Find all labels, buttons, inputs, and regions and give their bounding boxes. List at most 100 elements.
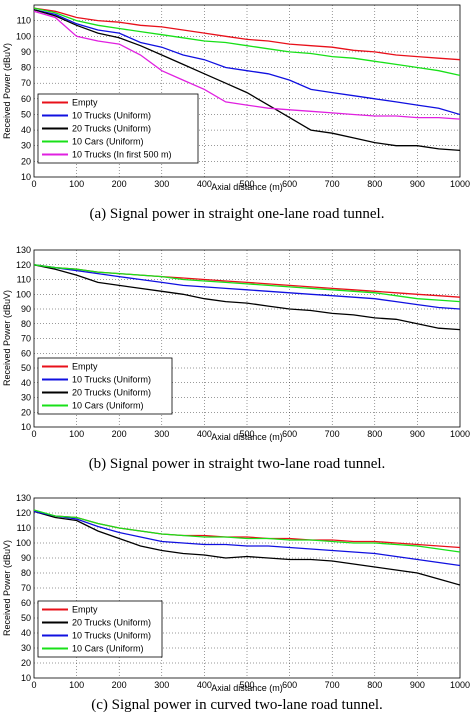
x-tick-label: 0 bbox=[31, 179, 36, 189]
y-tick-label: 130 bbox=[16, 245, 31, 255]
legend-entry: 20 Trucks (Uniform) bbox=[72, 124, 151, 134]
series-group bbox=[34, 7, 460, 152]
y-tick-label: 60 bbox=[21, 598, 31, 608]
y-tick-label: 90 bbox=[21, 304, 31, 314]
series-line-3 bbox=[34, 7, 460, 77]
y-tick-label: 20 bbox=[21, 658, 31, 668]
series-line-2 bbox=[34, 264, 460, 331]
y-tick-label: 30 bbox=[21, 643, 31, 653]
x-tick-label: 200 bbox=[112, 179, 127, 189]
series-line-3 bbox=[34, 509, 460, 553]
y-tick-label: 40 bbox=[21, 125, 31, 135]
y-tick-label: 10 bbox=[21, 422, 31, 432]
x-tick-label: 800 bbox=[367, 680, 382, 690]
legend-entry: 10 Cars (Uniform) bbox=[72, 401, 144, 411]
x-tick-label: 300 bbox=[154, 179, 169, 189]
y-tick-label: 60 bbox=[21, 348, 31, 358]
y-tick-label: 40 bbox=[21, 378, 31, 388]
y-tick-label: 110 bbox=[17, 275, 31, 285]
series-line-2 bbox=[34, 510, 460, 567]
x-tick-label: 800 bbox=[367, 429, 382, 439]
y-tick-label: 120 bbox=[16, 508, 31, 518]
x-tick-label: 0 bbox=[31, 680, 36, 690]
legend-entry: 10 Trucks (Uniform) bbox=[72, 631, 151, 641]
x-tick-label: 700 bbox=[325, 429, 340, 439]
y-tick-label: 100 bbox=[16, 538, 31, 548]
x-axis-label: Axial distance (m) bbox=[211, 432, 283, 442]
chart-panel-c: 0 100 200 300 400 500 600 700 800 900 1000 10 20 30 40… bbox=[2, 493, 470, 713]
y-tick-label: 50 bbox=[21, 363, 31, 373]
y-tick-label: 30 bbox=[21, 393, 31, 403]
y-tick-label: 110 bbox=[17, 523, 31, 533]
y-tick-label: 100 bbox=[16, 289, 31, 299]
x-tick-label: 900 bbox=[410, 179, 425, 189]
x-tick-label: 900 bbox=[410, 680, 425, 690]
series-line-0 bbox=[34, 7, 460, 61]
x-axis-label: Axial distance (m) bbox=[211, 182, 283, 192]
caption-c: (c) Signal power in curved two-lane road… bbox=[91, 697, 383, 713]
series-group bbox=[34, 509, 460, 586]
series-line-1 bbox=[34, 9, 460, 116]
y-tick-label: 20 bbox=[21, 407, 31, 417]
y-tick-label: 110 bbox=[17, 16, 31, 26]
caption-a: (a) Signal power in straight one-lane ro… bbox=[90, 206, 385, 222]
y-tick-label: 130 bbox=[16, 493, 31, 503]
legend-entry: Empty bbox=[72, 98, 98, 108]
x-tick-label: 200 bbox=[112, 680, 127, 690]
x-tick-label: 100 bbox=[69, 680, 84, 690]
legend-entry: 20 Trucks (Uniform) bbox=[72, 618, 151, 628]
x-tick-label: 300 bbox=[154, 680, 169, 690]
y-tick-label: 90 bbox=[21, 553, 31, 563]
y-tick-label: 50 bbox=[21, 109, 31, 119]
y-tick-label: 120 bbox=[16, 260, 31, 270]
x-tick-label: 300 bbox=[154, 429, 169, 439]
tick-labels: 0 100 200 300 400 500 600 700 800 900 1000 10 20 30 40… bbox=[16, 493, 470, 690]
x-tick-label: 100 bbox=[69, 429, 84, 439]
y-tick-label: 10 bbox=[21, 673, 31, 683]
x-tick-label: 1000 bbox=[450, 179, 470, 189]
series-group bbox=[34, 264, 460, 331]
x-tick-label: 500 bbox=[239, 429, 254, 439]
legend: Empty 10 Trucks (Uniform) 20 Trucks (Unifo… bbox=[37, 93, 199, 164]
x-tick-label: 100 bbox=[69, 179, 84, 189]
y-tick-label: 80 bbox=[21, 63, 31, 73]
grid bbox=[34, 498, 460, 678]
legend-entry: 10 Trucks (Uniform) bbox=[72, 111, 151, 121]
y-tick-label: 50 bbox=[21, 613, 31, 623]
y-tick-label: 80 bbox=[21, 319, 31, 329]
series-line-1 bbox=[34, 264, 460, 310]
y-tick-label: 90 bbox=[21, 47, 31, 57]
x-tick-label: 600 bbox=[282, 429, 297, 439]
legend-entry: 10 Trucks (Uniform) bbox=[72, 375, 151, 385]
y-tick-label: 10 bbox=[21, 172, 31, 182]
legend-entry: 10 Trucks (In first 500 m) bbox=[72, 150, 172, 160]
x-tick-label: 400 bbox=[197, 680, 212, 690]
caption-b: (b) Signal power in straight two-lane ro… bbox=[89, 456, 386, 472]
series-line-1 bbox=[34, 510, 460, 586]
chart-panel-b: 0 100 200 300 400 500 600 700 800 900 1000 10 20 30 40… bbox=[2, 245, 470, 472]
legend: Empty 20 Trucks (Uniform) 10 Trucks (Unifo… bbox=[37, 600, 163, 658]
x-tick-label: 900 bbox=[410, 429, 425, 439]
series-line-3 bbox=[34, 264, 460, 303]
tick-labels: 0 100 200 300 400 500 600 700 800 900 1000 10 20 30 40… bbox=[16, 16, 470, 189]
x-tick-label: 400 bbox=[197, 179, 212, 189]
x-tick-label: 1000 bbox=[450, 429, 470, 439]
y-tick-label: 60 bbox=[21, 94, 31, 104]
x-tick-label: 0 bbox=[31, 429, 36, 439]
y-tick-label: 40 bbox=[21, 628, 31, 638]
legend-entry: 10 Cars (Uniform) bbox=[72, 137, 144, 147]
series-line-2 bbox=[34, 9, 460, 152]
x-tick-label: 500 bbox=[239, 179, 254, 189]
legend-entry: Empty bbox=[72, 362, 98, 372]
x-tick-label: 600 bbox=[282, 680, 297, 690]
y-tick-label: 70 bbox=[21, 334, 31, 344]
legend-entry: 10 Cars (Uniform) bbox=[72, 644, 144, 654]
x-tick-label: 400 bbox=[197, 429, 212, 439]
x-tick-label: 700 bbox=[325, 179, 340, 189]
x-tick-label: 200 bbox=[112, 429, 127, 439]
x-tick-label: 800 bbox=[367, 179, 382, 189]
y-tick-label: 80 bbox=[21, 568, 31, 578]
y-tick-label: 100 bbox=[16, 31, 31, 41]
y-tick-label: 20 bbox=[21, 156, 31, 166]
